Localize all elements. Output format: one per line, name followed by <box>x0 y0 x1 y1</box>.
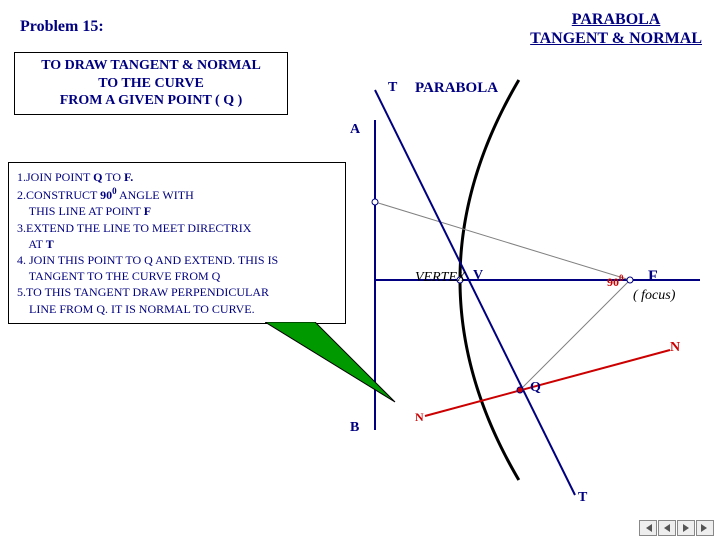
t: F <box>144 204 151 218</box>
nav-next-button[interactable] <box>677 520 695 536</box>
t: AT <box>17 237 46 251</box>
callout-pointer-icon <box>265 322 405 412</box>
step-3: 3.EXTEND THE LINE TO MEET DIRECTRIX <box>17 220 337 236</box>
page-title: PARABOLA TANGENT & NORMAL <box>530 10 702 48</box>
label-t-top: T <box>388 80 397 96</box>
diagram: T PARABOLA A B VERTEX V 900 F ( focus) N… <box>330 60 710 500</box>
label-focus: ( focus) <box>633 288 675 304</box>
label-q: Q <box>530 380 541 396</box>
nav-controls <box>639 520 714 536</box>
t: 2.CONSTRUCT <box>17 188 100 202</box>
problem-label: Problem 15: <box>20 18 104 36</box>
t: TO <box>102 170 124 184</box>
t: T <box>46 237 54 251</box>
t: F. <box>124 170 133 184</box>
label-ninety: 900 <box>607 273 624 290</box>
nav-last-button[interactable] <box>696 520 714 536</box>
step-5b: LINE FROM Q. IT IS NORMAL TO CURVE. <box>17 301 337 317</box>
title-line1: TO DRAW TANGENT & NORMAL <box>41 58 261 73</box>
title-box: TO DRAW TANGENT & NORMAL TO THE CURVE FR… <box>14 52 288 115</box>
step-4: 4. JOIN THIS POINT TO Q AND EXTEND. THIS… <box>17 252 337 268</box>
step-2: 2.CONSTRUCT 900 ANGLE WITH <box>17 185 337 203</box>
t: 90 <box>100 188 112 202</box>
step-3b: AT T <box>17 236 337 252</box>
label-b: B <box>350 420 359 436</box>
label-vertex: VERTEX <box>415 270 466 286</box>
nav-prev-button[interactable] <box>658 520 676 536</box>
label-v: V <box>473 268 483 284</box>
title-line2: TO THE CURVE <box>98 76 204 91</box>
label-n-top: N <box>670 340 680 356</box>
header-line1: PARABOLA <box>572 11 661 28</box>
t: THIS LINE AT POINT <box>17 204 144 218</box>
label-n-bot: N <box>415 410 424 425</box>
step-2b: THIS LINE AT POINT F <box>17 203 337 219</box>
nav-first-button[interactable] <box>639 520 657 536</box>
t: 90 <box>607 275 619 289</box>
label-t-bot: T <box>578 490 587 506</box>
label-parabola: PARABOLA <box>415 80 498 97</box>
header-line2: TANGENT & NORMAL <box>530 30 702 47</box>
t: ANGLE WITH <box>117 188 194 202</box>
t: 1.JOIN POINT <box>17 170 93 184</box>
title-line3: FROM A GIVEN POINT ( Q ) <box>60 93 243 108</box>
steps-callout: 1.JOIN POINT Q TO F. 2.CONSTRUCT 900 ANG… <box>8 162 346 324</box>
step-4b: TANGENT TO THE CURVE FROM Q <box>17 268 337 284</box>
step-5: 5.TO THIS TANGENT DRAW PERPENDICULAR <box>17 284 337 300</box>
label-a: A <box>350 122 360 138</box>
t: 0 <box>619 273 624 283</box>
step-1: 1.JOIN POINT Q TO F. <box>17 169 337 185</box>
label-f: F <box>648 268 658 286</box>
